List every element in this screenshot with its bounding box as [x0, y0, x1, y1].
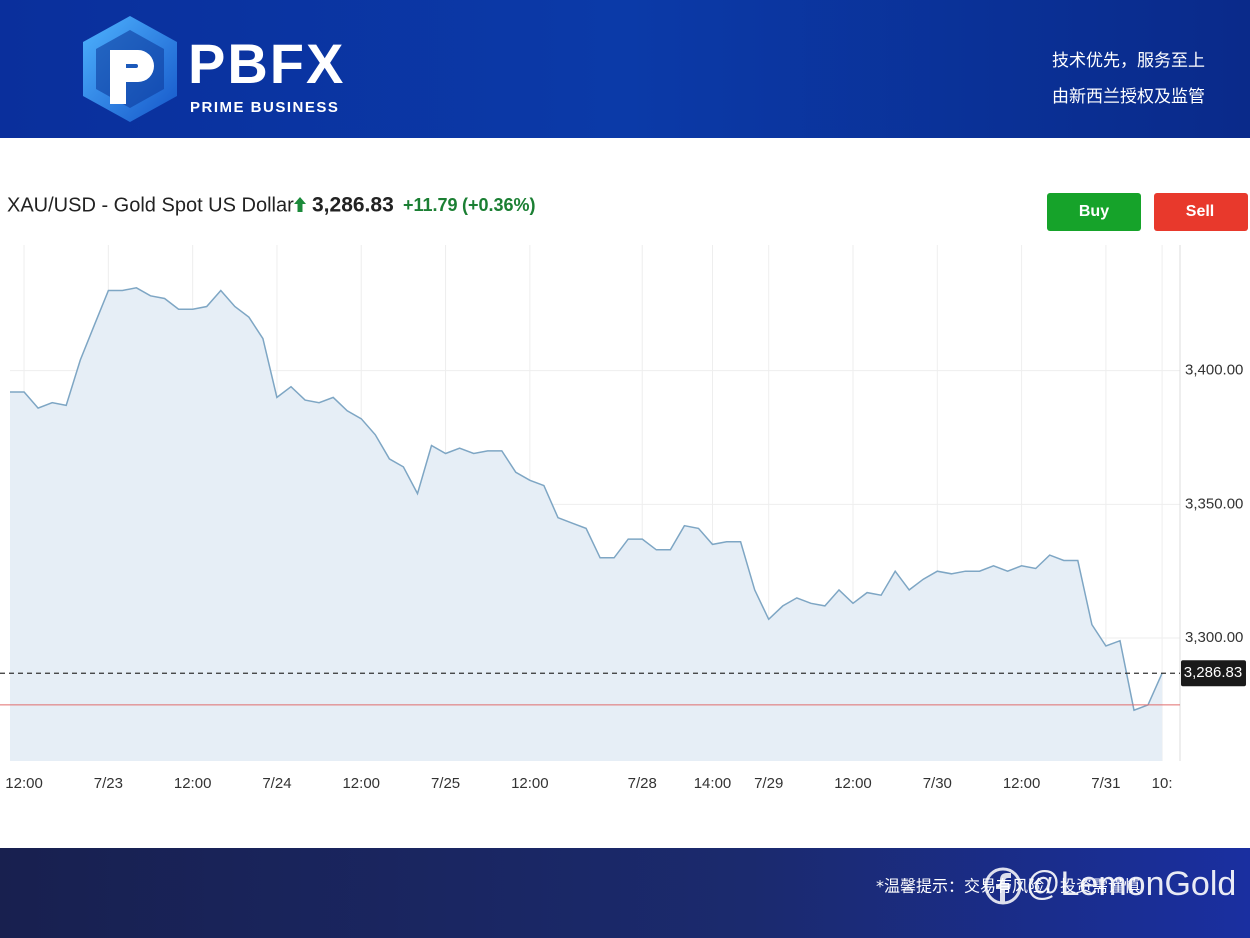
- x-tick-label: 14:00: [694, 775, 732, 792]
- price-change-percent: (+0.36%): [462, 195, 536, 215]
- price-line: [10, 287, 1163, 712]
- x-tick-label: 7/23: [94, 775, 123, 792]
- x-tick-label: 12:00: [511, 775, 549, 792]
- watermark: @LemonGold: [1026, 865, 1236, 903]
- y-tick-label: 3,350.00: [1185, 495, 1243, 512]
- area-fill: [10, 287, 1163, 761]
- logo-text: PBFX: [188, 32, 345, 95]
- price-change: +11.79: [403, 195, 458, 215]
- logo-icon: [83, 16, 177, 122]
- watermark-icon: [984, 867, 1022, 905]
- header-band: [0, 0, 1250, 138]
- sell-button-bg[interactable]: [1154, 193, 1248, 231]
- footer-band: [0, 848, 1250, 938]
- x-tick-label: 7/29: [754, 775, 783, 792]
- buy-label[interactable]: Buy: [1079, 203, 1109, 220]
- chart: 12:00 7/23 12:00 7/24 12:00 7/25 12:00 7/28 14:0…: [0, 245, 1246, 792]
- last-price-label: 3,286.83: [1184, 664, 1242, 681]
- last-price: 3,286.83: [312, 194, 394, 217]
- x-tick-label: 12:00: [1003, 775, 1041, 792]
- last-price-box: [1181, 660, 1246, 687]
- y-tick-label: 3,400.00: [1185, 362, 1243, 379]
- symbol-name: XAU/USD - Gold Spot US Dollar: [7, 194, 294, 216]
- slogan: 由新西兰授权及监管: [1052, 87, 1205, 107]
- up-arrow: [294, 197, 306, 212]
- slogan: 技术优先，服务至上: [1052, 51, 1205, 71]
- logo-subtitle: PRIME BUSINESS: [190, 99, 339, 116]
- buy-button-bg[interactable]: [1047, 193, 1141, 231]
- sell-label[interactable]: Sell: [1186, 203, 1214, 220]
- x-tick-label: 7/25: [431, 775, 460, 792]
- x-tick-label: 7/31: [1091, 775, 1120, 792]
- x-tick-label: 7/28: [628, 775, 657, 792]
- x-tick-label: 12:00: [834, 775, 872, 792]
- x-tick-label: 10:: [1152, 775, 1173, 792]
- y-tick-label: 3,300.00: [1185, 629, 1243, 646]
- sell-button[interactable]: Sell: [1154, 193, 1248, 231]
- x-tick-label: 7/30: [923, 775, 952, 792]
- x-tick-label: 12:00: [342, 775, 380, 792]
- buy-button[interactable]: Buy: [1047, 193, 1141, 231]
- x-tick-label: 12:00: [5, 775, 43, 792]
- x-tick-label: 12:00: [174, 775, 212, 792]
- x-tick-label: 7/24: [262, 775, 291, 792]
